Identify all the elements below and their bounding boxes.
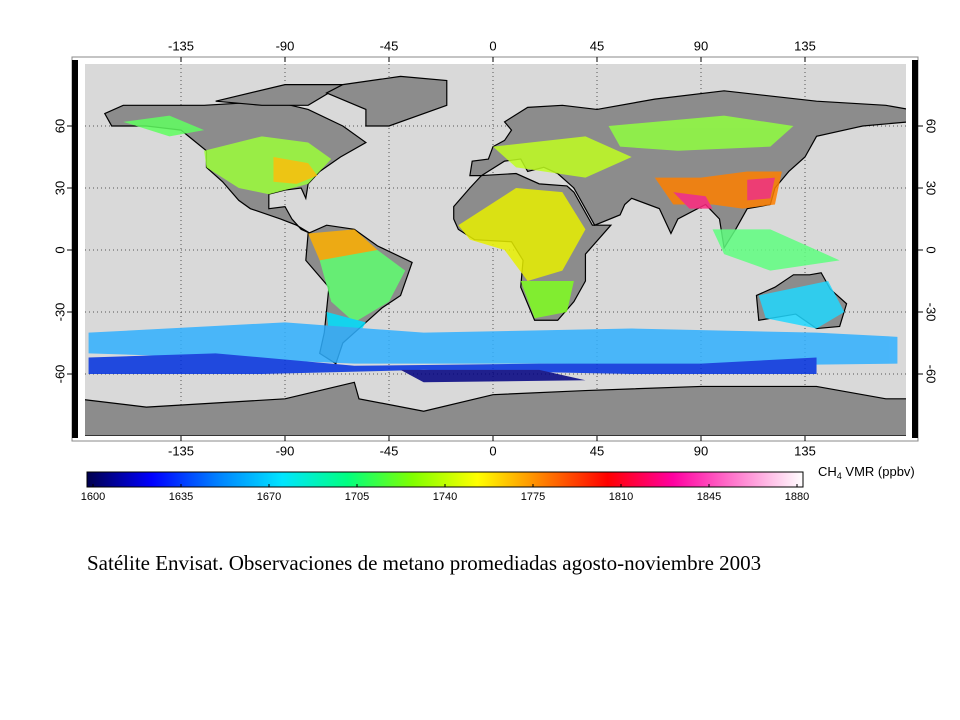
observations	[88, 115, 898, 383]
lat-tick-label: 60	[52, 119, 67, 133]
caption: Satélite Envisat. Observaciones de metan…	[87, 551, 761, 575]
lon-tick-label: 135	[794, 443, 816, 458]
colorbar-tick-label: 1670	[257, 491, 281, 503]
lat-tick-label: -60	[52, 365, 67, 384]
continents	[85, 76, 906, 436]
lon-tick-label: 0	[489, 443, 496, 458]
lat-tick-label: -30	[924, 303, 939, 322]
colorbar-tick-label: 1810	[609, 491, 633, 503]
colorbar-label: CH4 VMR (ppbv)	[818, 464, 915, 481]
colorbar-tick-label: 1775	[521, 491, 545, 503]
lat-tick-label: 0	[924, 246, 939, 253]
colorbar-tick-label: 1740	[433, 491, 457, 503]
lat-tick-label: 0	[52, 246, 67, 253]
frame-bar-right	[912, 60, 918, 438]
lon-tick-label: -45	[380, 443, 399, 458]
lat-tick-label: 60	[924, 119, 939, 133]
lon-tick-label: -45	[380, 38, 399, 53]
lon-tick-label: 90	[694, 443, 708, 458]
colorbar-tick-label: 1845	[697, 491, 721, 503]
axis-ticks: -135 -135 -90 -90 -45 -45 0 0 45 45 90 90 135 135 60 60…	[52, 38, 938, 458]
map-area	[85, 64, 906, 436]
lat-tick-label: 30	[924, 181, 939, 195]
colorbar-tick-label: 1880	[785, 491, 809, 503]
lon-tick-label: 45	[590, 443, 604, 458]
lon-tick-label: 135	[794, 38, 816, 53]
frame-bar-left	[72, 60, 78, 438]
lat-tick-label: 30	[52, 181, 67, 195]
land	[216, 85, 343, 106]
lon-tick-label: 0	[489, 38, 496, 53]
colorbar-tick-label: 1635	[169, 491, 193, 503]
lon-tick-label: 90	[694, 38, 708, 53]
lon-tick-label: -90	[276, 443, 295, 458]
colorbar-tick-label: 1705	[345, 491, 369, 503]
land	[85, 382, 906, 436]
lon-tick-label: 45	[590, 38, 604, 53]
lat-tick-label: -60	[924, 365, 939, 384]
colorbar-tick-label: 1600	[81, 491, 105, 503]
lon-tick-label: -135	[168, 38, 194, 53]
lat-tick-label: -30	[52, 303, 67, 322]
land	[327, 76, 447, 126]
lon-tick-label: -135	[168, 443, 194, 458]
lon-tick-label: -90	[276, 38, 295, 53]
